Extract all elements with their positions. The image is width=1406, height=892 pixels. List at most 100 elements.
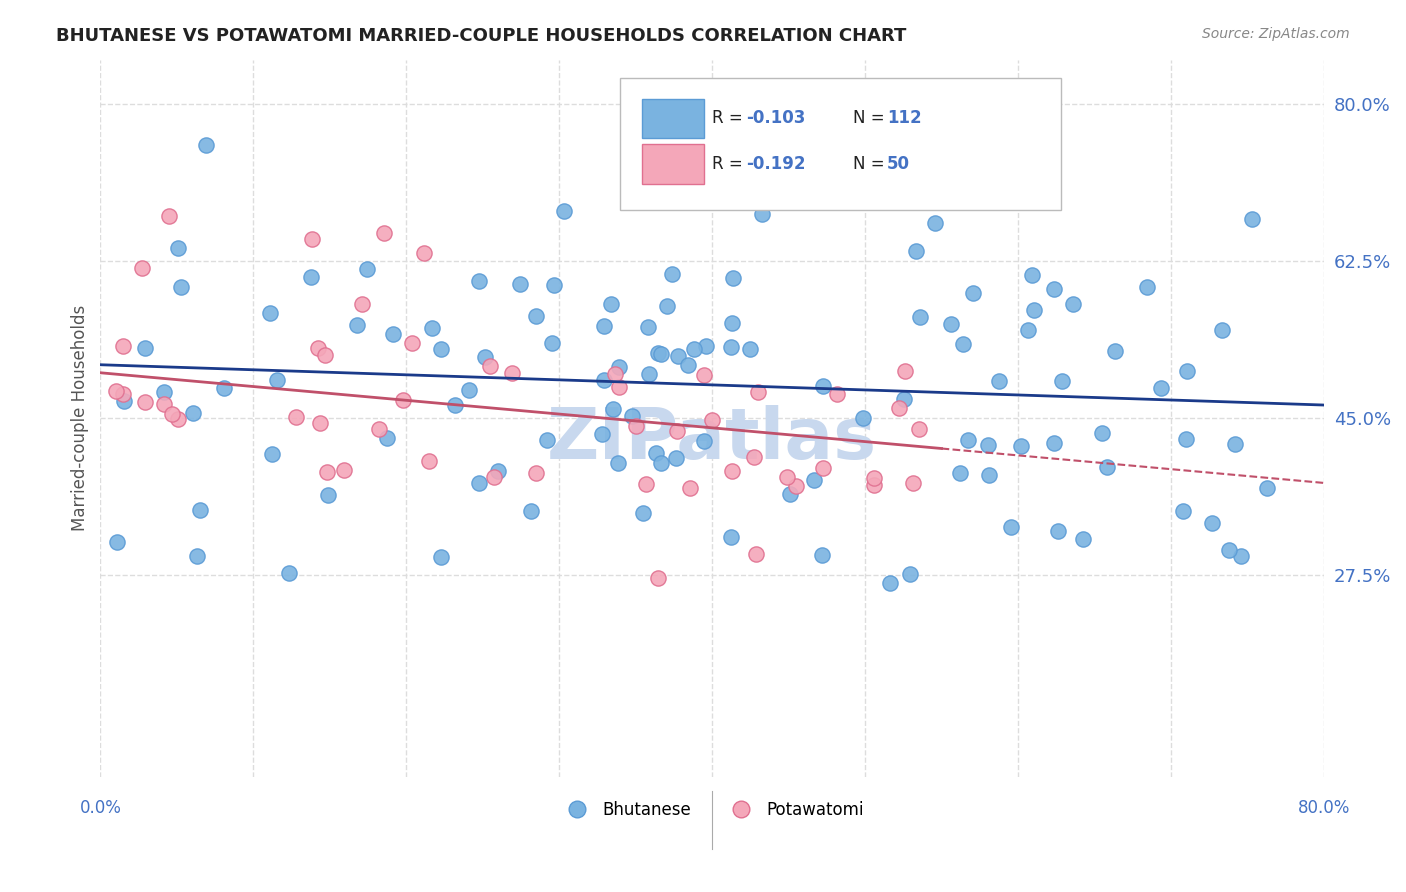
FancyBboxPatch shape xyxy=(643,145,703,184)
Point xyxy=(401,336,423,351)
Point xyxy=(1021,268,1043,282)
Point xyxy=(776,470,799,484)
Point xyxy=(634,476,657,491)
Point xyxy=(751,207,773,221)
Point xyxy=(157,210,180,224)
Point xyxy=(301,232,323,246)
Point xyxy=(665,450,688,465)
Point xyxy=(356,262,378,277)
Text: 50: 50 xyxy=(887,155,910,173)
Point xyxy=(811,548,834,562)
Point xyxy=(520,504,543,518)
Point xyxy=(134,341,156,355)
Point xyxy=(474,350,496,364)
Point xyxy=(676,358,699,372)
Point xyxy=(599,297,621,311)
Point xyxy=(827,386,849,401)
Point xyxy=(1042,436,1064,450)
Legend: Bhutanese, Potawatomi: Bhutanese, Potawatomi xyxy=(554,795,870,826)
Point xyxy=(900,567,922,582)
Point xyxy=(695,339,717,353)
Point xyxy=(813,460,835,475)
Point xyxy=(524,466,547,480)
Point xyxy=(468,475,491,490)
Point xyxy=(785,478,807,492)
Point xyxy=(666,349,689,363)
Point xyxy=(721,316,744,330)
Point xyxy=(479,359,502,374)
Point xyxy=(430,342,453,356)
Point xyxy=(1000,520,1022,534)
Point xyxy=(540,335,562,350)
Point xyxy=(509,277,531,292)
Point xyxy=(160,407,183,421)
Point xyxy=(693,368,716,383)
Text: N =: N = xyxy=(853,110,890,128)
Point xyxy=(679,481,702,495)
Point xyxy=(316,465,339,479)
FancyBboxPatch shape xyxy=(643,99,703,138)
Point xyxy=(908,310,931,324)
Point xyxy=(167,411,190,425)
Point xyxy=(352,297,374,311)
Point xyxy=(977,438,1000,452)
Point xyxy=(742,450,765,464)
Point xyxy=(1136,280,1159,294)
Text: Source: ZipAtlas.com: Source: ZipAtlas.com xyxy=(1202,27,1350,41)
Point xyxy=(624,418,647,433)
Point xyxy=(633,506,655,520)
Text: -0.103: -0.103 xyxy=(747,110,806,128)
Point xyxy=(666,424,689,438)
Point xyxy=(952,337,974,351)
Point xyxy=(721,271,744,285)
Point xyxy=(104,384,127,398)
Point xyxy=(373,226,395,240)
Point xyxy=(420,320,443,334)
Point xyxy=(962,286,984,301)
Text: BHUTANESE VS POTAWATOMI MARRIED-COUPLE HOUSEHOLDS CORRELATION CHART: BHUTANESE VS POTAWATOMI MARRIED-COUPLE H… xyxy=(56,27,907,45)
Point xyxy=(316,488,339,502)
Point xyxy=(606,456,628,470)
Text: R =: R = xyxy=(711,155,748,173)
Point xyxy=(939,317,962,331)
Point xyxy=(1010,439,1032,453)
Point xyxy=(661,267,683,281)
Point xyxy=(482,470,505,484)
Point xyxy=(1043,282,1066,296)
Text: 0.0%: 0.0% xyxy=(79,799,121,817)
Point xyxy=(429,549,451,564)
Point xyxy=(418,453,440,467)
Point xyxy=(458,383,481,397)
Point xyxy=(391,393,413,408)
Point xyxy=(593,373,616,387)
Point xyxy=(1095,459,1118,474)
Point xyxy=(299,269,322,284)
Point xyxy=(167,241,190,255)
Point xyxy=(111,339,134,353)
Point xyxy=(738,342,761,356)
Point xyxy=(1149,381,1171,395)
Point xyxy=(647,571,669,585)
Point xyxy=(894,364,917,378)
Point xyxy=(1050,374,1073,388)
Point xyxy=(1241,212,1264,227)
Point xyxy=(1047,524,1070,539)
Point xyxy=(381,326,404,341)
Point xyxy=(682,342,704,356)
Point xyxy=(904,244,927,258)
Point xyxy=(134,395,156,409)
Point xyxy=(811,379,834,393)
Point xyxy=(524,310,547,324)
Point xyxy=(655,299,678,313)
Point xyxy=(186,549,208,564)
Point xyxy=(1218,542,1240,557)
FancyBboxPatch shape xyxy=(620,78,1062,211)
Point xyxy=(259,306,281,320)
Point xyxy=(889,401,911,416)
Point xyxy=(591,426,613,441)
Point xyxy=(214,381,236,395)
Point xyxy=(603,367,626,381)
Point xyxy=(1062,297,1084,311)
Point xyxy=(333,463,356,477)
Point xyxy=(278,566,301,581)
